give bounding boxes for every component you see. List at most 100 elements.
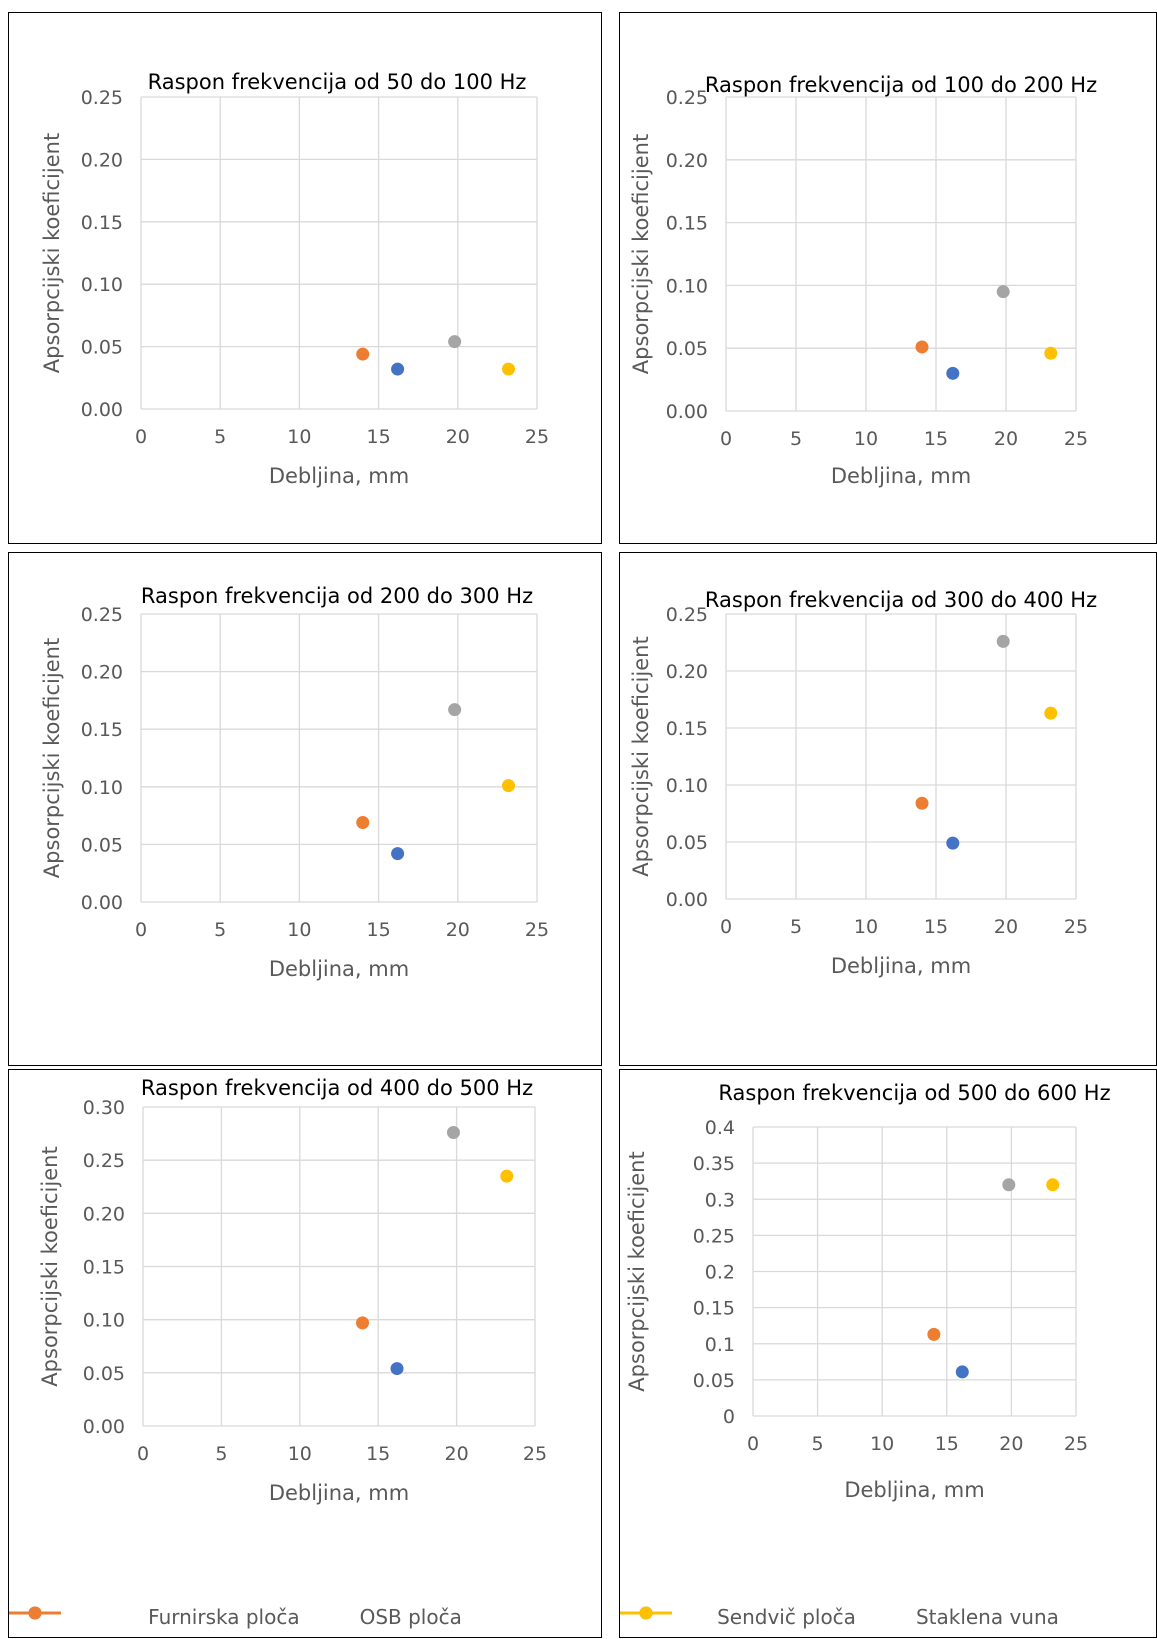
legend-label: OSB ploča [359, 1605, 462, 1629]
y-tick-label: 0.20 [81, 662, 123, 684]
x-tick-label: 20 [446, 426, 470, 448]
x-tick-label: 5 [215, 1443, 227, 1465]
x-tick-label: 15 [935, 1433, 959, 1455]
y-tick-label: 0.10 [81, 777, 123, 799]
x-axis-label: Debljina, mm [844, 1478, 984, 1502]
x-tick-label: 25 [523, 1443, 547, 1465]
chart-title: Raspon frekvencija od 300 do 400 Hz [705, 588, 1097, 612]
x-tick-label: 10 [288, 1443, 312, 1465]
data-point [448, 335, 462, 349]
data-point [996, 285, 1010, 299]
x-tick-label: 10 [854, 428, 878, 450]
data-point [1046, 1178, 1060, 1192]
y-tick-label: 0.25 [666, 604, 708, 626]
data-point [390, 1362, 404, 1376]
y-tick-label: 0.25 [81, 87, 123, 109]
y-tick-label: 0.05 [666, 832, 708, 854]
chart-title: Raspon frekvencija od 50 do 100 Hz [148, 70, 527, 94]
y-tick-label: 0.00 [666, 889, 708, 911]
data-point [915, 796, 929, 810]
data-point [501, 362, 515, 376]
y-tick-label: 0.05 [81, 337, 123, 359]
chart-panel-400-500: 0 5 10 15 20 25 0.00 0.05 0.10 0.15 0.20 0.25 0.30 Ra… [8, 1069, 602, 1638]
x-tick-label: 0 [747, 1433, 759, 1455]
x-axis-label: Debljina, mm [269, 464, 409, 488]
y-tick-label: 0.25 [83, 1150, 125, 1172]
data-point [501, 779, 515, 793]
x-axis-label: Debljina, mm [269, 1481, 409, 1505]
y-tick-label: 0.00 [81, 399, 123, 421]
x-tick-label: 15 [367, 919, 391, 941]
y-tick-label: 0.10 [666, 275, 708, 297]
legend: Furnirska ploča OSB ploča [9, 1605, 601, 1629]
legend-marker-icon [9, 1606, 61, 1620]
x-tick-label: 5 [214, 919, 226, 941]
x-tick-label: 20 [994, 428, 1018, 450]
y-tick-label: 0.25 [81, 604, 123, 626]
y-tick-label: 0.00 [81, 892, 123, 914]
y-axis-label: Apsorpcijski koeficijent [38, 1146, 62, 1386]
chart-title: Raspon frekvencija od 100 do 200 Hz [705, 73, 1097, 97]
y-tick-label: 0.2 [705, 1262, 735, 1284]
y-tick-label: 0.25 [693, 1225, 735, 1247]
y-tick-label: 0.15 [666, 718, 708, 740]
y-tick-label: 0.20 [81, 149, 123, 171]
legend: Sendvič ploča Staklena vuna [620, 1605, 1156, 1629]
y-tick-label: 0.05 [81, 834, 123, 856]
data-point [446, 1126, 460, 1140]
x-tick-label: 15 [924, 428, 948, 450]
x-tick-label: 15 [366, 1443, 390, 1465]
chart-panel-300-400: 0 5 10 15 20 25 0.00 0.05 0.10 0.15 0.20 0.25 Raspon… [619, 552, 1157, 1066]
x-tick-label: 0 [720, 428, 732, 450]
data-point [1044, 706, 1058, 720]
x-tick-label: 10 [854, 916, 878, 938]
x-axis-label: Debljina, mm [831, 954, 971, 978]
x-tick-label: 20 [445, 1443, 469, 1465]
y-tick-label: 0.15 [666, 213, 708, 235]
data-point [356, 1316, 370, 1330]
y-axis-label: Apsorpcijski koeficijent [629, 636, 653, 876]
y-tick-label: 0.05 [83, 1363, 125, 1385]
x-tick-label: 0 [137, 1443, 149, 1465]
x-tick-label: 25 [1064, 428, 1088, 450]
y-tick-label: 0.00 [83, 1416, 125, 1438]
x-tick-label: 0 [135, 426, 147, 448]
scatter-chart: 0 5 10 15 20 250.000.050.100.150.200.25Raspon… [629, 588, 1097, 978]
x-tick-label: 25 [1064, 1433, 1088, 1455]
data-point [448, 703, 462, 717]
x-tick-label: 15 [367, 426, 391, 448]
y-tick-label: 0.10 [81, 274, 123, 296]
y-tick-label: 0.1 [705, 1334, 735, 1356]
scatter-chart: 0 5 10 15 20 250.000.050.100.150.200.25Raspon… [629, 73, 1097, 488]
data-point [391, 362, 405, 376]
data-point [391, 847, 405, 861]
y-tick-label: 0.10 [666, 775, 708, 797]
y-tick-label: 0.20 [666, 661, 708, 683]
scatter-chart: 0 5 10 15 20 25 0 0.05 0.1 0.15 0.2 0.25 0.3 0.35 0.4 R… [625, 1081, 1111, 1502]
y-tick-label: 0.4 [705, 1117, 735, 1139]
y-axis-label: Apsorpcijski koeficijent [40, 638, 64, 878]
chart-panel-500-600: 0 5 10 15 20 25 0 0.05 0.1 0.15 0.2 0.25 0.3 0.35 0.4 R… [619, 1069, 1157, 1638]
chart-title: Raspon frekvencija od 400 do 500 Hz [141, 1076, 533, 1100]
scatter-chart: 0 5 10 15 20 250.000.050.100.150.200.25Raspon… [40, 584, 549, 981]
x-tick-label: 15 [924, 916, 948, 938]
legend-label: Staklena vuna [915, 1605, 1059, 1629]
x-tick-label: 25 [525, 919, 549, 941]
legend-item: OSB ploča [9, 1605, 462, 1629]
x-tick-label: 10 [287, 919, 311, 941]
data-point [915, 340, 929, 354]
x-tick-label: 0 [135, 919, 147, 941]
y-axis-label: Apsorpcijski koeficijent [629, 134, 653, 374]
y-tick-label: 0.20 [666, 150, 708, 172]
y-tick-label: 0.25 [666, 87, 708, 109]
legend-item: Sendvič ploča [620, 1605, 856, 1629]
y-tick-label: 0.00 [666, 401, 708, 423]
data-point [955, 1365, 969, 1379]
legend-label: Sendvič ploča [717, 1605, 856, 1629]
y-tick-label: 0 [723, 1406, 735, 1428]
chart-panel-200-300: 0 5 10 15 20 25 0.00 0.05 0.10 0.15 0.20 0.25 Raspon… [8, 552, 602, 1066]
chart-panel-100-200: 0 5 10 15 20 25 0.00 0.05 0.10 0.15 0.20 0.25 Raspon… [619, 12, 1157, 544]
x-tick-label: 10 [287, 426, 311, 448]
y-tick-label: 0.15 [81, 212, 123, 234]
x-axis-label: Debljina, mm [831, 464, 971, 488]
